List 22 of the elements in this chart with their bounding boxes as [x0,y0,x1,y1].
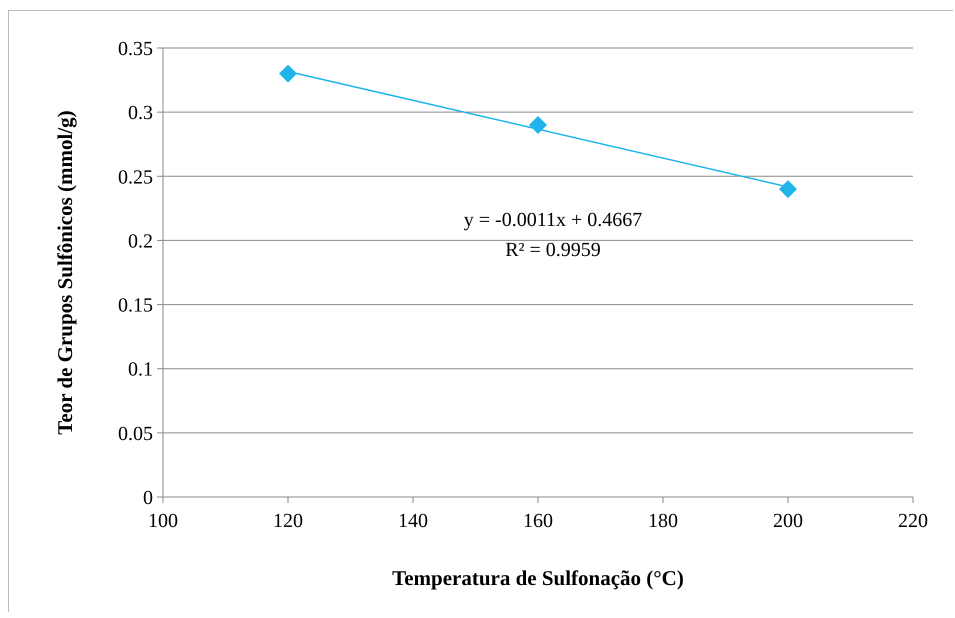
y-tick-label: 0.35 [118,38,153,60]
y-tick-label: 0 [143,487,153,509]
x-tick-label: 100 [148,510,178,532]
point [779,180,797,198]
x-tick-label: 180 [648,510,678,532]
x-tick-label: 120 [273,510,303,532]
y-tick-label: 0.2 [128,230,153,252]
y-tick-label: 0.1 [128,358,153,381]
x-tick-label: 200 [773,510,803,532]
point [529,116,547,134]
y-tick-label: 0.15 [118,294,153,317]
x-tick-label: 160 [523,510,553,532]
y-axis-title: Teor de Grupos Sulfônicos (mmol/g) [53,110,77,435]
x-tick-label: 220 [898,510,928,532]
y-tick-label: 0.05 [118,422,153,445]
annotation: R² = 0.9959 [505,239,601,261]
y-tick-label: 0.3 [128,102,153,124]
x-axis-title: Temperatura de Sulfonação (°C) [392,566,684,590]
point [279,64,297,83]
y-tick-label: 0.25 [118,166,153,188]
x-tick-label: 140 [398,510,428,532]
annotation: y = -0.0011x + 0.4667 [464,209,642,231]
